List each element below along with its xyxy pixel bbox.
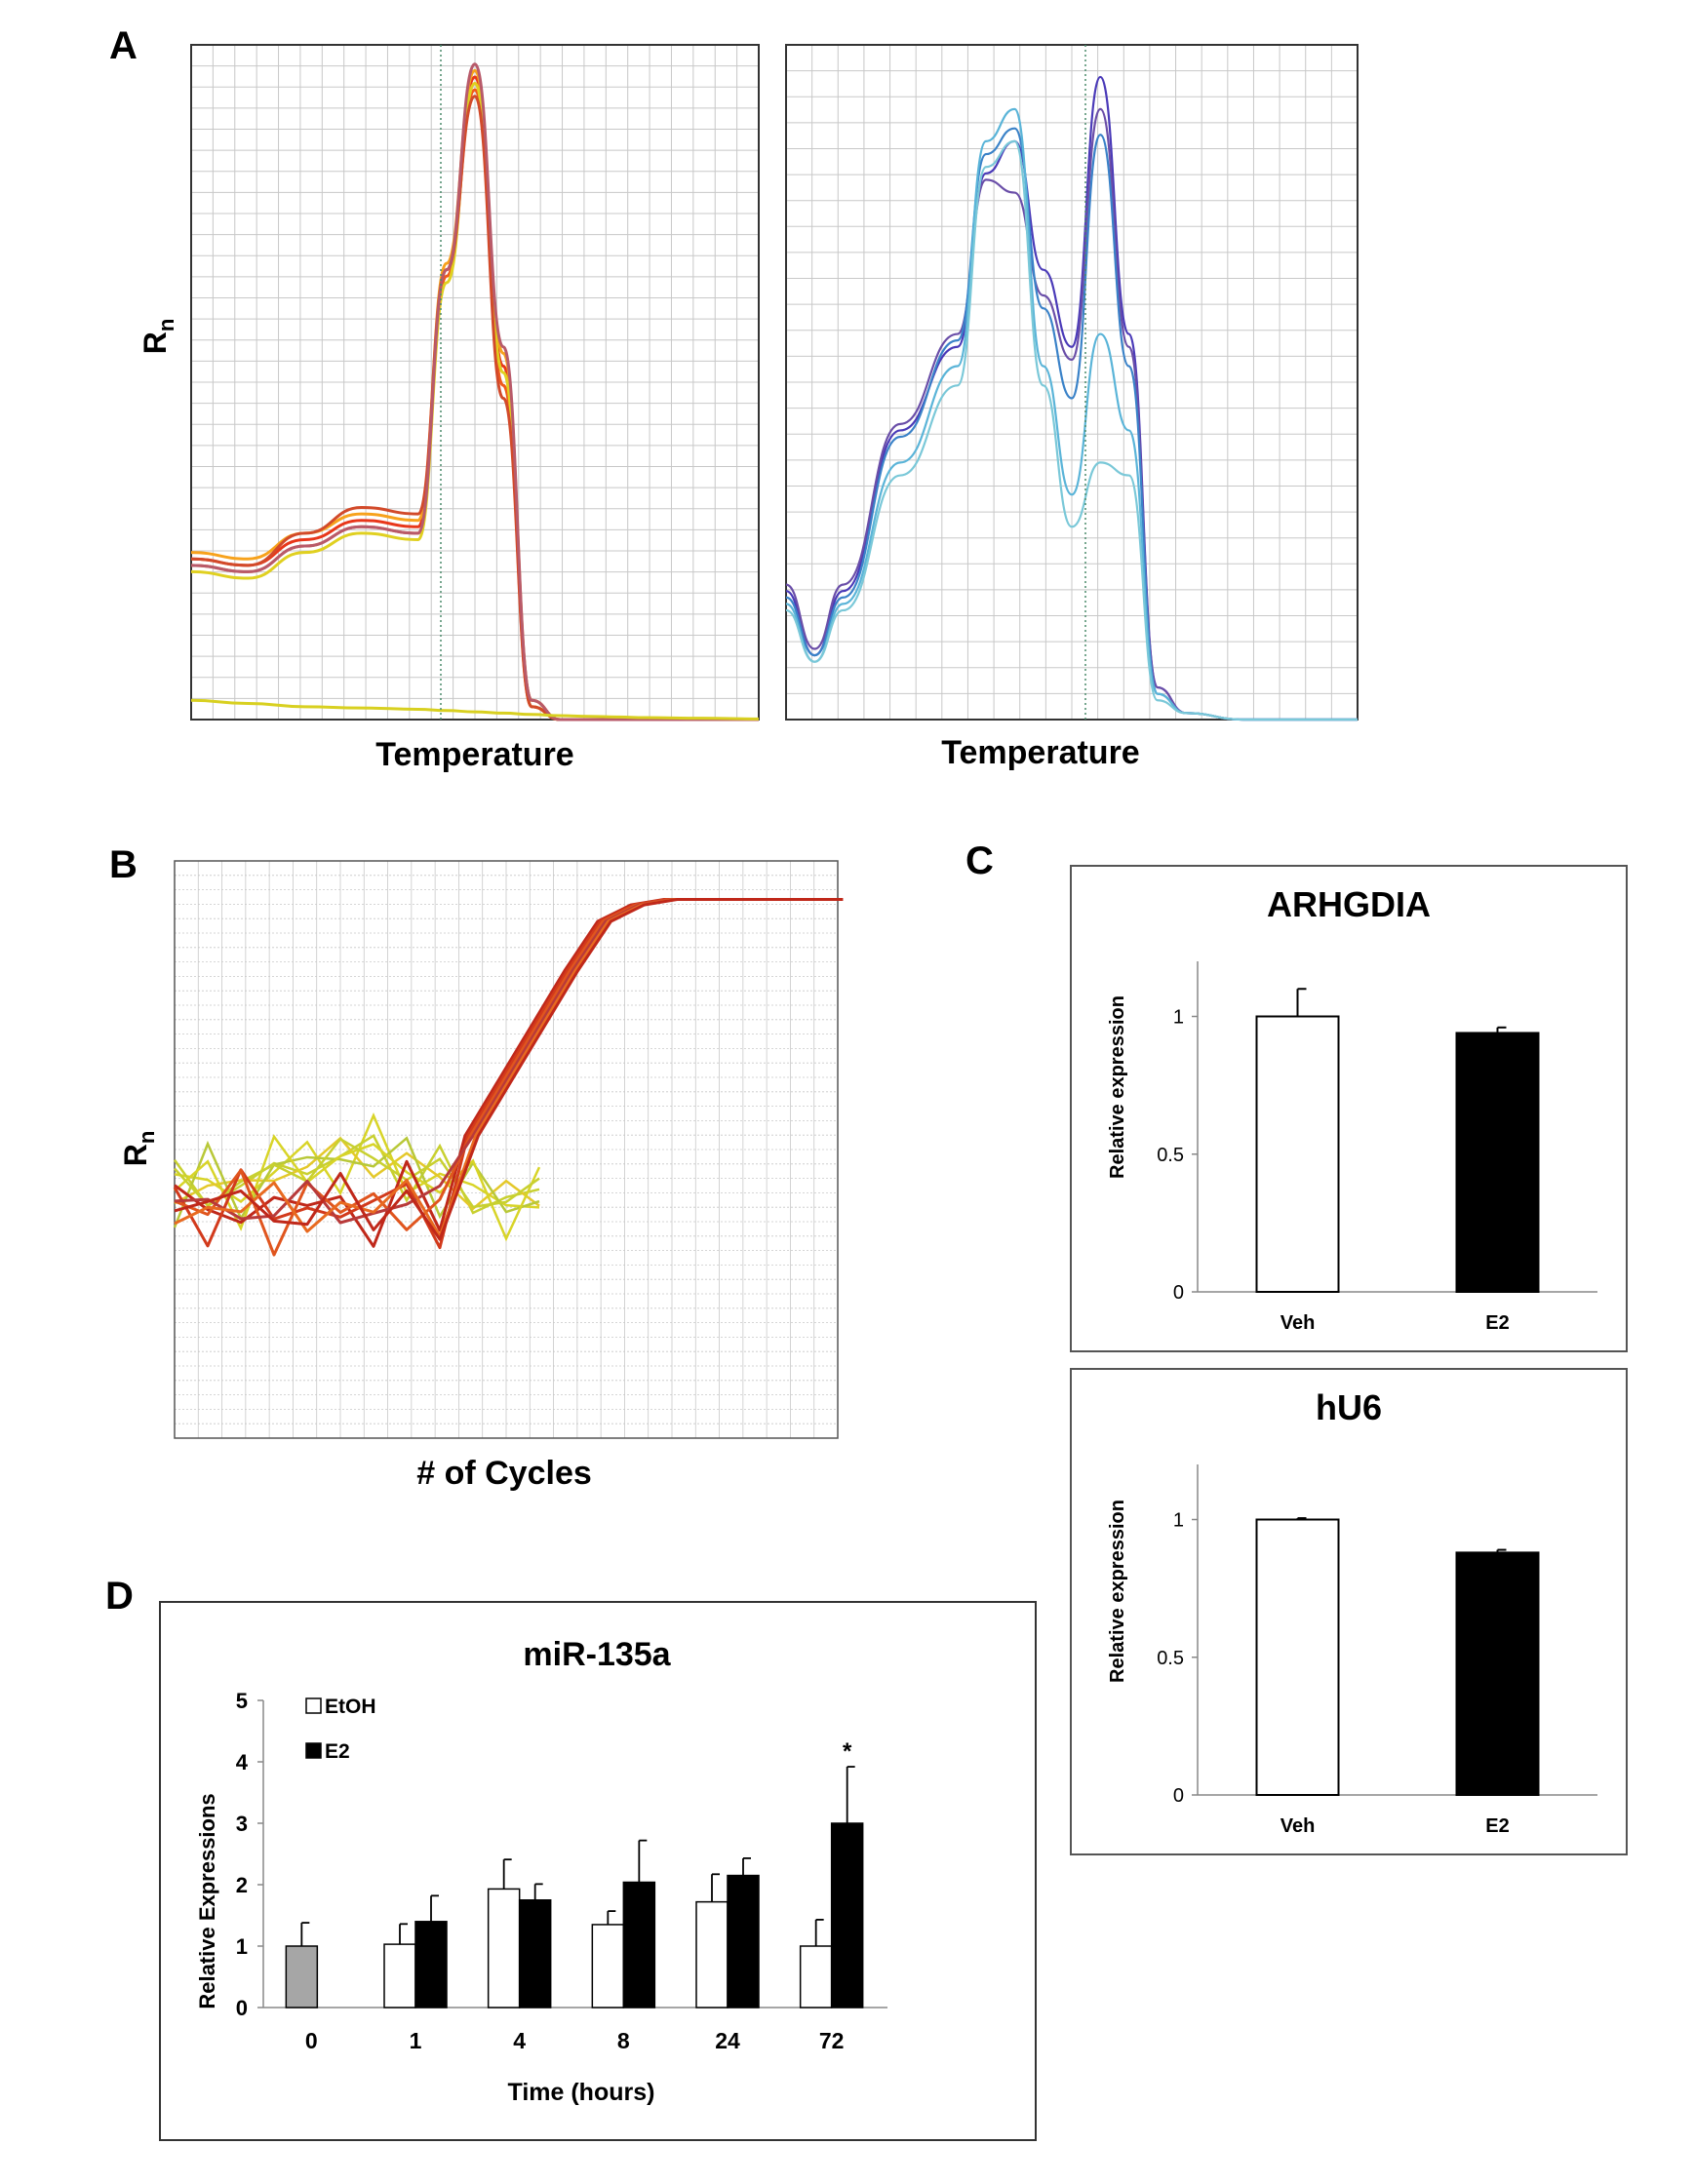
panel-d-bar-e2-72 xyxy=(830,1822,864,2008)
panel-a-right-series-sample-2 xyxy=(785,107,1358,722)
panel-b-series-background xyxy=(174,1112,540,1209)
panel-b-ylabel: Rn xyxy=(118,1131,159,1167)
panel-a-left-frame xyxy=(190,44,760,721)
legend-label-etoh: EtOH xyxy=(325,1696,376,1718)
panel-label-c: C xyxy=(965,839,994,882)
panel-c-top-ytick-label: 0.5 xyxy=(1157,1145,1184,1166)
panel-c-bottom-frame xyxy=(1070,1368,1628,1855)
panel-c-bottom-xtick-label: E2 xyxy=(1485,1815,1509,1837)
panel-b-chart: Rn # of Cycles xyxy=(118,860,844,1492)
panel-d-bar-e2-1 xyxy=(414,1921,448,2008)
panel-d-chart: miR-135a Relative Expressions Time (hour… xyxy=(159,1601,1037,2141)
panel-a-right-xlabel: Temperature xyxy=(941,734,1139,771)
panel-d-ytick-label: 1 xyxy=(236,1934,248,1959)
panel-a-left-ylabel: Rn xyxy=(138,319,178,355)
panel-label-d: D xyxy=(105,1575,134,1618)
panel-d-xlabel: Time (hours) xyxy=(508,2079,655,2106)
panel-b-series-amplified xyxy=(174,897,844,1241)
panel-a-right-series-sample-4 xyxy=(785,107,1358,722)
panel-d-bar-e2-24 xyxy=(727,1874,760,2008)
panel-c-bottom-ytick-label: 0 xyxy=(1173,1785,1184,1807)
legend-label-e2: E2 xyxy=(325,1740,350,1763)
panel-c-bottom-bar-e2 xyxy=(1455,1551,1540,1797)
panel-a-right-chart: Temperature xyxy=(785,44,1359,771)
panel-d-frame xyxy=(159,1601,1037,2141)
panel-a-left-grid xyxy=(191,45,759,720)
panel-d-xtick-label: 24 xyxy=(715,2028,740,2053)
panel-label-b: B xyxy=(109,843,138,886)
panel-a-right-grid xyxy=(786,45,1358,720)
panel-c-top-xtick-label: Veh xyxy=(1280,1312,1316,1334)
panel-d-bar-etoh-4 xyxy=(487,1888,521,2008)
panel-d-xtick-label: 8 xyxy=(617,2028,630,2053)
panel-a-left-ylabel-main: R xyxy=(138,332,173,354)
panel-label-a: A xyxy=(109,24,138,67)
panel-b-grid xyxy=(175,861,838,1438)
panel-c-top-xtick-label: E2 xyxy=(1485,1312,1509,1334)
panel-c-bottom-plot: 0 0.5 1 Veh E2 xyxy=(1157,1464,1597,1837)
panel-d-plot: 0 1 2 3 4 5 0 1 4 8 24 * 72 xyxy=(236,1689,887,2053)
panel-d-ylabel: Relative Expressions xyxy=(195,1793,219,2008)
panel-c-top-ytick-label: 0 xyxy=(1173,1282,1184,1304)
panel-c-top-plot: 0 0.5 1 Veh E2 xyxy=(1157,961,1597,1334)
panel-c-bottom-xtick-label: Veh xyxy=(1280,1815,1316,1837)
panel-b-series-amplified xyxy=(174,897,830,1248)
panel-d-bar-e2-4 xyxy=(518,1899,552,2008)
panel-a-left-ylabel-sub: n xyxy=(154,319,178,332)
legend-swatch-etoh xyxy=(305,1697,322,1714)
panel-c-top-chart: ARHGDIA Relative expression 0 0.5 1 Veh E2 xyxy=(1070,865,1628,1352)
panel-b-ylabel-sub: n xyxy=(135,1131,159,1144)
panel-a-right-series-sample-5 xyxy=(785,139,1358,722)
panel-d-title: miR-135a xyxy=(523,1636,671,1673)
panel-c-top-bar-e2 xyxy=(1455,1032,1540,1293)
panel-d-bar-etoh-8 xyxy=(591,1924,625,2008)
panel-c-bottom-ytick-label: 0.5 xyxy=(1157,1648,1184,1669)
panel-b-curves xyxy=(173,897,844,1257)
panel-a-left-chart: Rn Temperature xyxy=(138,44,760,773)
panel-a-left-series-no-template xyxy=(190,698,760,721)
panel-d-bar-etoh-72 xyxy=(799,1945,833,2008)
panel-c-bottom-bar-veh xyxy=(1255,1518,1340,1796)
panel-d-xtick-label: 0 xyxy=(305,2028,318,2053)
panel-c-top-title: ARHGDIA xyxy=(1267,884,1431,924)
panel-d-ytick-label: 5 xyxy=(236,1689,248,1713)
panel-c-top-ytick-label: 1 xyxy=(1173,1007,1184,1029)
panel-d-xtick-label: 72 xyxy=(819,2028,845,2053)
panel-d-ytick-label: 4 xyxy=(236,1750,249,1774)
panel-c-bottom-chart: hU6 Relative expression 0 0.5 1 Veh E2 xyxy=(1070,1368,1628,1855)
panel-d-bar-etoh-1 xyxy=(383,1943,416,2008)
panel-c-bottom-ytick-label: 1 xyxy=(1173,1510,1184,1532)
panel-d-xtick-label: 4 xyxy=(513,2028,526,2053)
panel-d-ytick-label: 3 xyxy=(236,1812,248,1836)
panel-a-left-curves xyxy=(190,62,760,722)
panel-d-significance-mark: * xyxy=(843,1738,852,1765)
panel-c-bottom-ylabel: Relative expression xyxy=(1107,1500,1128,1683)
panel-c-top-bar-veh xyxy=(1255,1015,1340,1293)
panel-b-ylabel-main: R xyxy=(118,1144,153,1166)
panel-b-xlabel: # of Cycles xyxy=(416,1455,592,1492)
panel-b-frame xyxy=(174,860,839,1439)
legend-swatch-e2 xyxy=(305,1742,322,1759)
panel-d-ytick-label: 2 xyxy=(236,1873,248,1897)
panel-a-left-series-sample-6 xyxy=(190,62,759,722)
panel-d-legend: EtOH E2 xyxy=(305,1696,376,1763)
panel-c-top-ylabel: Relative expression xyxy=(1107,995,1128,1179)
panel-d-bar-e2-8 xyxy=(622,1881,656,2008)
panel-b-series-background xyxy=(173,1134,540,1215)
panel-c-bottom-title: hU6 xyxy=(1316,1387,1382,1427)
panel-d-bar-baseline xyxy=(285,1945,319,2008)
panel-a-right-curves xyxy=(785,75,1358,722)
panel-a-right-frame xyxy=(785,44,1359,721)
panel-d-xtick-label: 1 xyxy=(410,2028,422,2053)
panel-a-left-xlabel: Temperature xyxy=(375,736,573,773)
panel-d-bar-etoh-24 xyxy=(695,1900,729,2008)
panel-c-top-frame xyxy=(1070,865,1628,1352)
panel-d-ytick-label: 0 xyxy=(236,1996,248,2020)
